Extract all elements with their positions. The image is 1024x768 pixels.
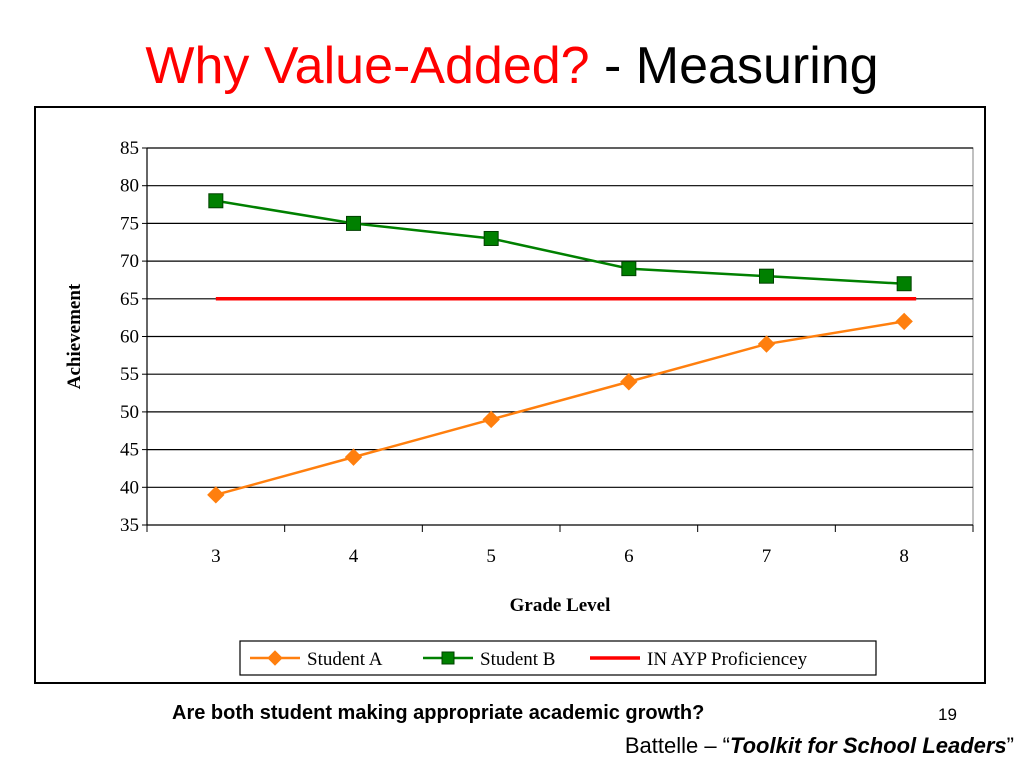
- page-number: 19: [938, 705, 957, 724]
- source-suffix: ”: [1006, 733, 1014, 758]
- data-point: [895, 312, 913, 331]
- y-tick-label: 50: [120, 402, 139, 423]
- x-tick-label: 4: [349, 546, 359, 567]
- legend: Student A Student B IN AYP Proficiencey: [239, 640, 877, 676]
- data-point: [344, 448, 363, 466]
- data-point: [207, 486, 225, 504]
- x-tick-label: 5: [486, 546, 496, 567]
- question-text: Are both student making appropriate acad…: [172, 702, 705, 724]
- legend-label: Student A: [307, 649, 383, 670]
- series-line: [215, 199, 905, 285]
- y-tick-label: 65: [120, 289, 139, 310]
- y-tick-label: 60: [120, 327, 139, 348]
- y-tick-label: 85: [120, 138, 139, 159]
- y-tick-labels: 35 40 45 50 55 60 65 70 75 80 85: [120, 138, 147, 536]
- legend-box: [239, 640, 877, 676]
- y-tick-label: 45: [120, 440, 139, 461]
- x-tick-labels: 3 4 5 6 7 8: [146, 525, 974, 567]
- x-tick-label: 8: [899, 546, 909, 567]
- source-title: Toolkit for School Leaders: [730, 733, 1007, 758]
- x-tick-label: 7: [762, 546, 772, 567]
- legend-entry: Student A: [250, 649, 383, 670]
- y-tick-label: 75: [120, 213, 139, 234]
- series-line: [215, 320, 905, 497]
- y-tick-label: 35: [120, 515, 139, 536]
- source-prefix: Battelle – “: [624, 733, 730, 758]
- legend-label: Student B: [480, 649, 555, 670]
- legend-entry: IN AYP Proficiencey: [590, 649, 808, 670]
- source-citation: Battelle – “Toolkit for School Leaders”: [625, 733, 1014, 759]
- y-axis-title: Achievement: [64, 283, 85, 389]
- data-point: [483, 230, 499, 246]
- legend-label: IN AYP Proficiencey: [647, 649, 808, 670]
- data-point: [620, 373, 638, 391]
- slide-title-accent: Why Value-Added?: [145, 37, 590, 95]
- y-tick-label: 40: [120, 477, 139, 498]
- series-student-a: [207, 312, 913, 504]
- data-point: [482, 410, 500, 429]
- x-axis-title: Grade Level: [510, 595, 611, 616]
- data-point: [757, 335, 776, 353]
- y-tick-label: 70: [120, 251, 139, 272]
- data-point: [896, 276, 912, 292]
- data-point: [346, 215, 361, 231]
- x-tick-label: 3: [211, 546, 221, 567]
- slide-title: Why Value-Added? - Measuring: [0, 34, 1024, 98]
- legend-swatch-marker: [267, 650, 283, 666]
- legend-swatch-marker: [441, 651, 455, 665]
- chart-frame: 35 40 45 50 55 60 65 70 75 80 85 3 4 5 6 7 8 Grade Level A…: [34, 106, 986, 684]
- data-point: [208, 193, 224, 209]
- x-tick-label: 6: [624, 546, 634, 567]
- y-tick-label: 55: [120, 364, 139, 385]
- data-point: [759, 268, 774, 284]
- legend-entry: Student B: [423, 649, 555, 670]
- series-student-b: [208, 193, 912, 292]
- slide-title-main: - Measuring: [589, 37, 879, 95]
- data-point: [621, 261, 637, 277]
- y-tick-label: 80: [120, 176, 139, 197]
